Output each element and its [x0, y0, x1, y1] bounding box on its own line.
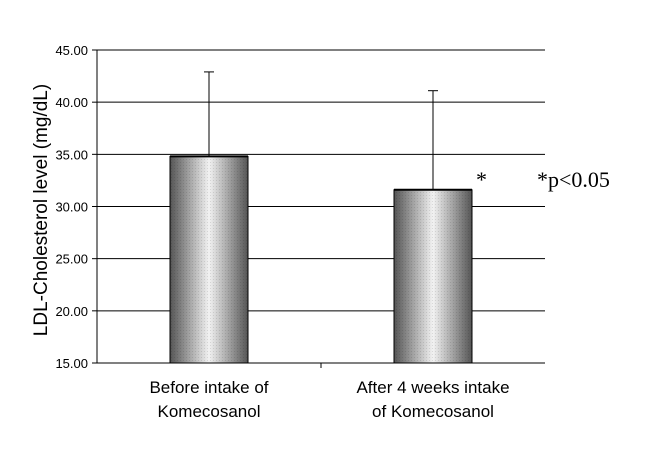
y-axis-label: LDL-Cholesterol level (mg/dL) — [31, 84, 52, 336]
x-category-label: After 4 weeks intake — [356, 378, 509, 397]
y-tick-label: 25.00 — [55, 252, 88, 267]
significance-note: *p<0.05 — [537, 167, 610, 192]
y-tick-labels: 15.00 20.00 25.00 30.00 35.00 40.00 45.00 — [55, 43, 88, 371]
y-tick-label: 15.00 — [55, 356, 88, 371]
category-labels: Before intake of Komecosanol After 4 weeks… — [149, 378, 509, 421]
y-tick-label: 40.00 — [55, 95, 88, 110]
gridlines — [92, 49, 545, 364]
x-category-label: Before intake of — [149, 378, 268, 397]
y-tick-label: 20.00 — [55, 304, 88, 319]
axes — [96, 50, 545, 368]
significance-marker: * — [476, 167, 487, 192]
bar-texture — [170, 156, 248, 363]
bar-texture — [394, 189, 472, 363]
y-tick-label: 35.00 — [55, 147, 88, 162]
y-tick-label: 30.00 — [55, 200, 88, 215]
bars — [169, 71, 473, 364]
y-tick-label: 45.00 — [55, 43, 88, 58]
x-category-label: Komecosanol — [157, 402, 260, 421]
x-category-label: of Komecosanol — [372, 402, 494, 421]
